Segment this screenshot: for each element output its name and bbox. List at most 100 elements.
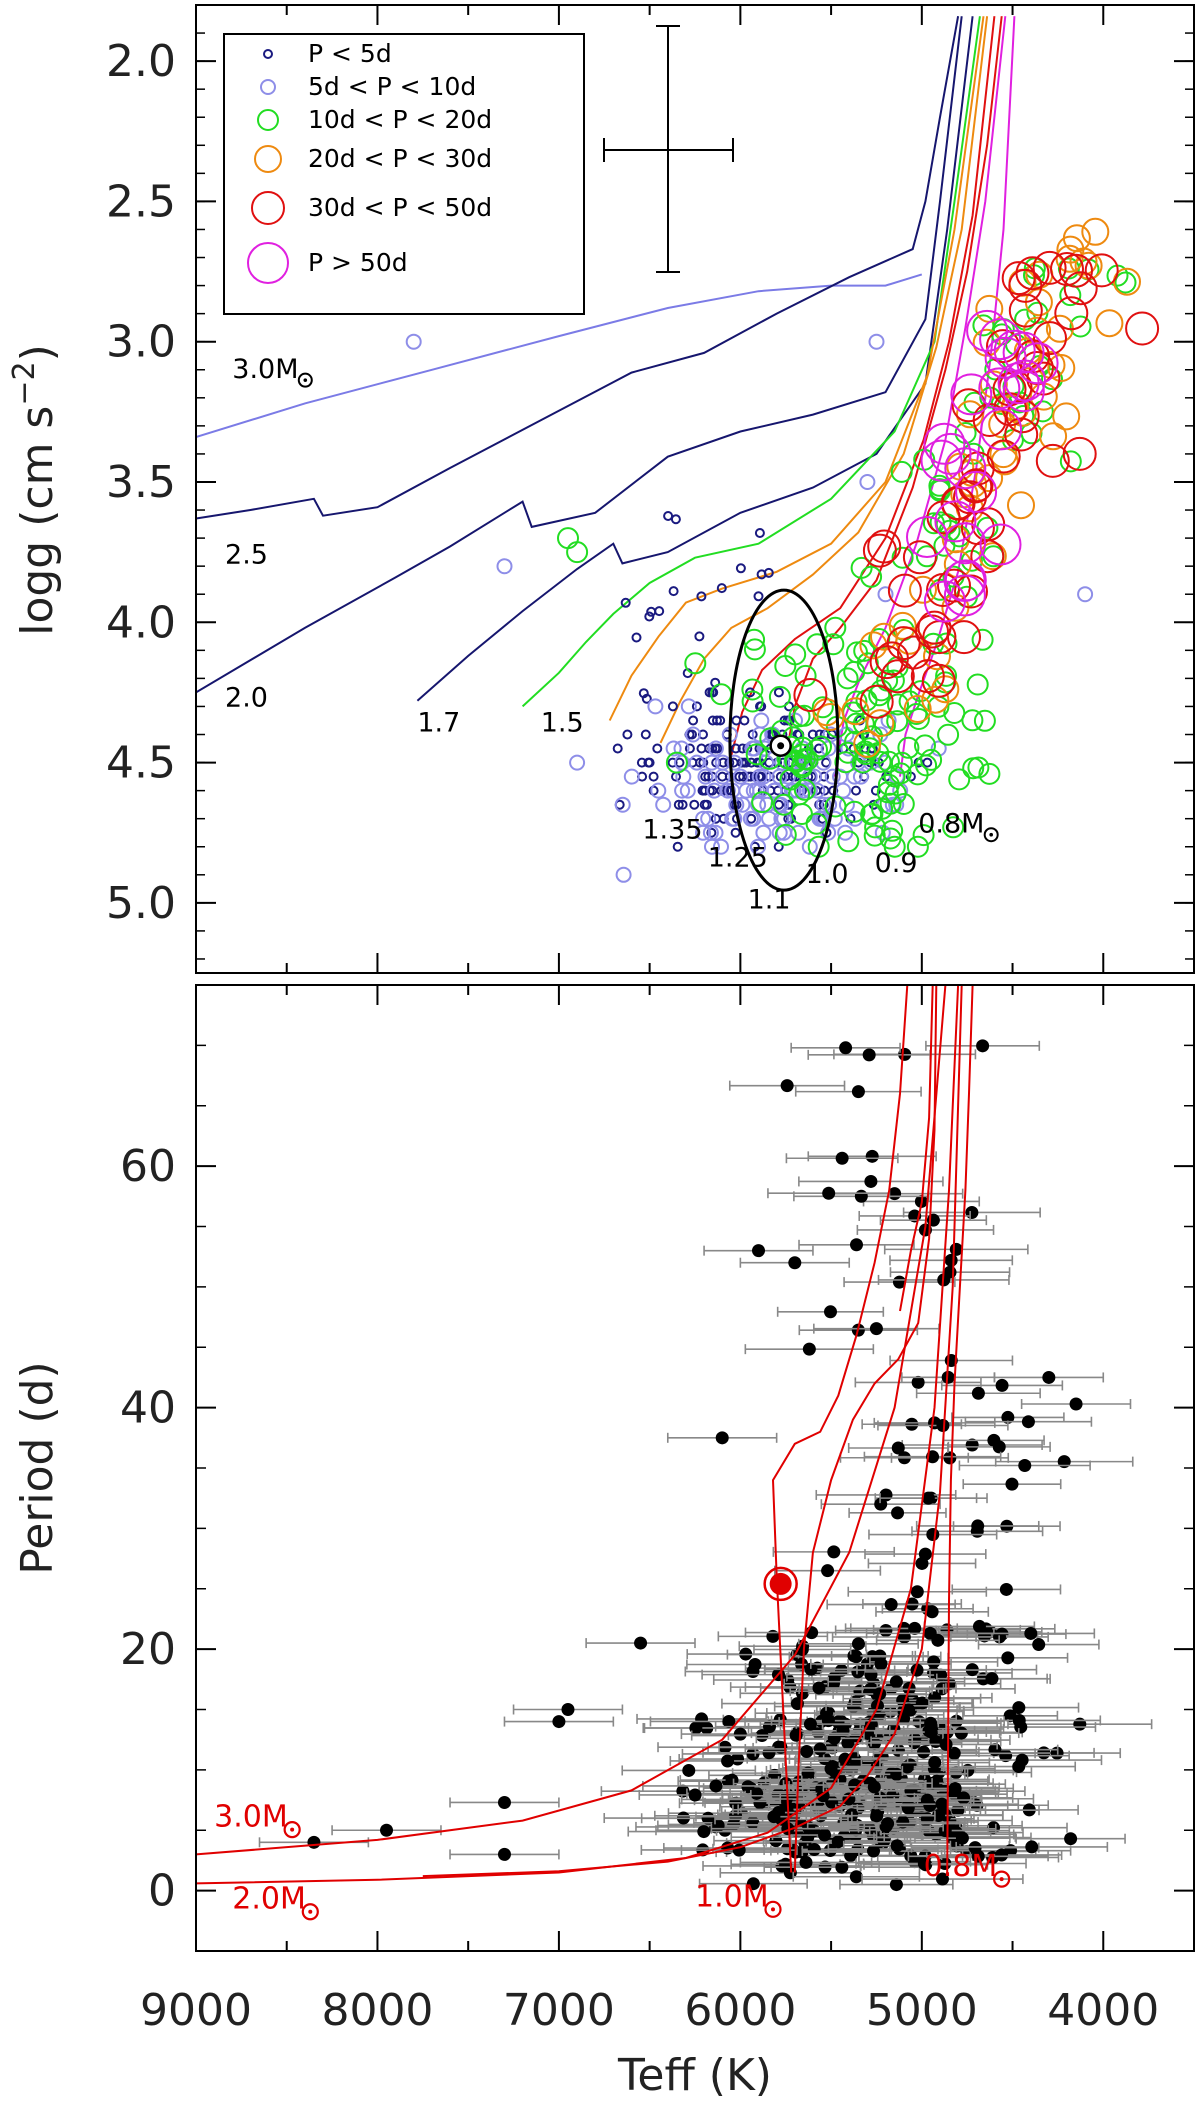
star-point <box>707 824 724 841</box>
sun-symbol-dot <box>308 1909 313 1914</box>
legend-marker <box>263 49 273 59</box>
period-point <box>864 1797 1020 1811</box>
star-point <box>1016 339 1051 374</box>
sun-symbol-dot <box>989 832 993 837</box>
data-point <box>842 1792 856 1806</box>
data-point <box>965 1438 979 1452</box>
star-point <box>701 799 712 810</box>
sun-symbol-icon <box>301 1903 319 1921</box>
data-point <box>999 1749 1013 1763</box>
period-point <box>686 1657 825 1671</box>
data-point <box>780 1079 794 1093</box>
data-point <box>801 1766 815 1780</box>
data-point <box>935 1797 949 1811</box>
star-point <box>750 838 766 855</box>
sun-symbol-icon <box>764 1900 782 1918</box>
data-point <box>874 1497 888 1511</box>
period-point <box>879 1491 978 1505</box>
sun-marker-dot <box>769 1572 792 1595</box>
data-point <box>992 1440 1006 1454</box>
data-point <box>951 1803 965 1817</box>
star-point <box>820 740 837 757</box>
star-point <box>702 824 719 841</box>
star-point <box>922 757 933 768</box>
star-point <box>685 726 701 743</box>
period-track-3 <box>196 985 947 1856</box>
period-track-0.9 <box>899 985 934 1312</box>
star-point <box>663 511 674 521</box>
star-point <box>638 688 649 699</box>
star-point <box>1039 422 1068 451</box>
period-point <box>872 1746 1036 1760</box>
star-point <box>943 574 986 617</box>
data-point <box>971 1386 985 1400</box>
star-point <box>877 750 900 773</box>
data-point <box>823 1305 837 1319</box>
star-point <box>734 771 745 782</box>
data-point <box>955 1831 969 1845</box>
data-point <box>821 1564 835 1578</box>
star-point <box>868 333 885 350</box>
period-point <box>879 1756 991 1770</box>
star-point <box>670 514 681 525</box>
period-point <box>449 1847 560 1861</box>
data-point <box>924 1725 938 1739</box>
star-point <box>978 762 1001 785</box>
star-point <box>768 685 791 708</box>
period-point <box>798 1238 915 1252</box>
data-point <box>307 1835 321 1849</box>
period-point <box>730 1830 886 1844</box>
star-point <box>794 664 817 687</box>
star-point <box>942 816 965 839</box>
star-point <box>1033 321 1067 356</box>
period-point <box>512 1703 624 1716</box>
data-point <box>970 1524 984 1538</box>
period-point <box>869 1655 999 1669</box>
x-tick-label: 7000 <box>503 1985 615 2036</box>
evolution-track-0.9 <box>833 16 1007 777</box>
star-point <box>790 824 807 841</box>
data-point <box>918 1547 932 1561</box>
track-label: 1.35 <box>642 814 702 845</box>
data-point <box>851 1637 865 1651</box>
data-point <box>939 1737 953 1751</box>
star-point <box>652 743 663 754</box>
star-point <box>773 687 784 698</box>
data-point <box>835 1860 849 1874</box>
data-point <box>869 1322 883 1336</box>
data-point <box>1073 1717 1087 1731</box>
data-point <box>841 1736 855 1750</box>
star-point <box>1054 296 1089 331</box>
data-point <box>931 1633 945 1647</box>
data-point <box>1005 1477 1019 1491</box>
x-tick-label: 4000 <box>1047 1985 1159 2036</box>
star-point <box>1059 284 1082 307</box>
star-point <box>921 685 950 714</box>
star-point <box>943 702 966 724</box>
star-point <box>773 799 784 810</box>
star-point <box>654 606 665 617</box>
data-point <box>826 1677 840 1691</box>
period-point <box>827 1675 966 1689</box>
period-point <box>951 1582 1062 1596</box>
star-point <box>1047 354 1076 382</box>
legend-marker <box>254 145 282 173</box>
period-track-1 <box>793 985 938 1873</box>
star-point <box>929 432 972 475</box>
star-point <box>1081 217 1110 246</box>
evolution-track-1.35 <box>608 16 985 721</box>
data-point <box>865 1149 879 1163</box>
star-point <box>886 710 909 733</box>
star-point <box>928 474 951 497</box>
data-point <box>721 1754 735 1768</box>
evolution-track-2.5 <box>196 16 960 520</box>
star-point <box>1095 309 1124 338</box>
period-point <box>796 1736 900 1750</box>
star-point <box>703 754 720 771</box>
star-point <box>741 678 764 701</box>
data-point <box>1014 1720 1028 1734</box>
data-point <box>748 1657 762 1671</box>
star-point <box>915 545 938 568</box>
data-point <box>905 1417 919 1431</box>
period-point <box>842 1839 952 1853</box>
